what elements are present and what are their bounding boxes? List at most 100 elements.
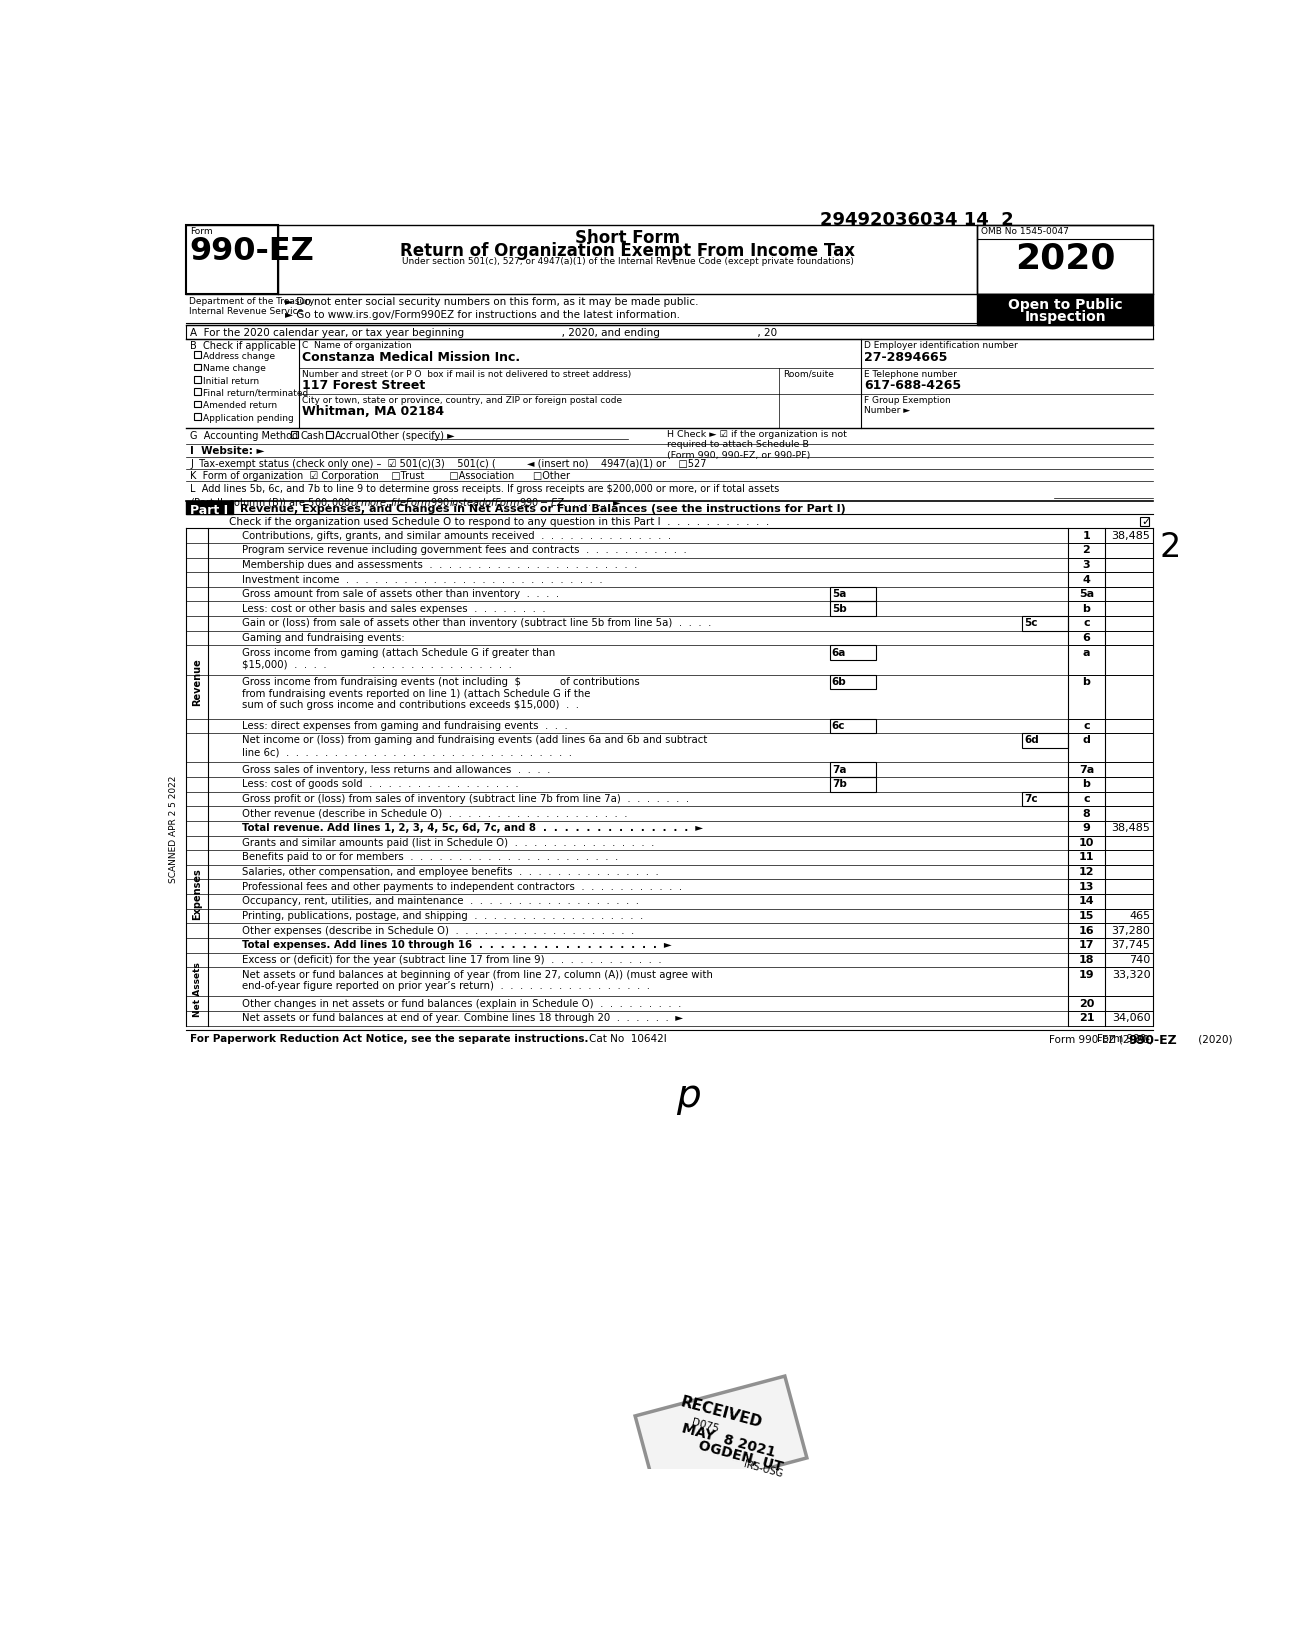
Text: 21: 21 xyxy=(1078,1013,1094,1023)
Text: c: c xyxy=(1084,619,1090,629)
Text: Form: Form xyxy=(190,228,213,236)
Text: MAY  8 2021: MAY 8 2021 xyxy=(681,1422,777,1460)
Bar xyxy=(1104,924,1154,937)
Bar xyxy=(1104,645,1154,675)
Text: Whitman, MA 02184: Whitman, MA 02184 xyxy=(303,406,445,417)
Bar xyxy=(1068,587,1104,602)
Bar xyxy=(1104,894,1154,909)
Bar xyxy=(1068,952,1104,967)
Text: Gross income from gaming (attach Schedule G if greater than
$15,000)  .  .  .  .: Gross income from gaming (attach Schedul… xyxy=(243,648,556,670)
Bar xyxy=(186,325,1154,338)
Text: H Check ► ☑ if the organization is not
required to attach Schedule B
(Form 990, : H Check ► ☑ if the organization is not r… xyxy=(666,429,846,460)
Text: Amended return: Amended return xyxy=(203,401,278,411)
Text: 29492036034 14  2: 29492036034 14 2 xyxy=(820,211,1013,229)
Bar xyxy=(194,401,201,408)
Text: Initial return: Initial return xyxy=(203,376,259,386)
Text: Revenue, Expenses, and Changes in Net Assets or Fund Balances (see the instructi: Revenue, Expenses, and Changes in Net As… xyxy=(240,503,846,513)
Bar xyxy=(1068,909,1104,924)
Bar xyxy=(1104,865,1154,879)
Text: 38,485: 38,485 xyxy=(1111,531,1150,541)
Text: 990-EZ: 990-EZ xyxy=(189,236,314,267)
Text: Application pending: Application pending xyxy=(203,414,293,422)
Text: Membership dues and assessments  .  .  .  .  .  .  .  .  .  .  .  .  .  .  .  . : Membership dues and assessments . . . . … xyxy=(243,559,638,569)
Text: Check if the organization used Schedule O to respond to any question in this Par: Check if the organization used Schedule … xyxy=(230,516,769,526)
Text: 7a: 7a xyxy=(832,764,846,776)
Text: Less: cost of goods sold  .  .  .  .  .  .  .  .  .  .  .  .  .  .  .  .: Less: cost of goods sold . . . . . . . .… xyxy=(243,779,519,789)
Text: b: b xyxy=(1082,604,1090,614)
Text: Name change: Name change xyxy=(203,365,266,373)
Bar xyxy=(194,388,201,394)
Text: Other (specify) ►: Other (specify) ► xyxy=(370,431,454,441)
Text: F Group Exemption
Number ►: F Group Exemption Number ► xyxy=(865,396,951,416)
Text: 17: 17 xyxy=(1078,940,1094,950)
Bar xyxy=(1104,997,1154,1011)
Bar xyxy=(1068,528,1104,543)
Text: Return of Organization Exempt From Income Tax: Return of Organization Exempt From Incom… xyxy=(400,243,855,261)
Bar xyxy=(1022,792,1068,807)
Text: Program service revenue including government fees and contracts  .  .  .  .  .  : Program service revenue including govern… xyxy=(243,544,687,556)
Text: Gross profit or (loss) from sales of inventory (subtract line 7b from line 7a)  : Gross profit or (loss) from sales of inv… xyxy=(243,794,690,804)
Text: Gross income from fundraising events (not including  $            of contributio: Gross income from fundraising events (no… xyxy=(243,676,640,710)
Text: 15: 15 xyxy=(1078,911,1094,921)
Bar xyxy=(1068,924,1104,937)
Text: Other changes in net assets or fund balances (explain in Schedule O)  .  .  .  .: Other changes in net assets or fund bala… xyxy=(243,998,682,1008)
Text: 11: 11 xyxy=(1078,853,1094,863)
Text: Less: direct expenses from gaming and fundraising events  .  .  .: Less: direct expenses from gaming and fu… xyxy=(243,721,567,731)
Text: ✓: ✓ xyxy=(1141,516,1150,526)
Text: 9: 9 xyxy=(1082,823,1090,833)
Bar xyxy=(1022,733,1068,747)
Bar xyxy=(1068,573,1104,587)
Bar xyxy=(1104,937,1154,952)
Bar xyxy=(1068,967,1104,997)
Text: 1: 1 xyxy=(1082,531,1090,541)
Text: 6d: 6d xyxy=(1024,736,1039,746)
Text: 19: 19 xyxy=(1078,970,1094,980)
Bar xyxy=(1104,792,1154,807)
Bar xyxy=(1104,807,1154,822)
Bar xyxy=(1068,937,1104,952)
Text: J  Tax-exempt status (check only one) –  ☑ 501(c)(3)    501(c) (          ◄ (ins: J Tax-exempt status (check only one) – ☑… xyxy=(190,459,707,469)
Text: City or town, state or province, country, and ZIP or foreign postal code: City or town, state or province, country… xyxy=(303,396,622,404)
Text: 7a: 7a xyxy=(1078,764,1094,776)
Text: 2: 2 xyxy=(1082,544,1090,556)
Text: Investment income  .  .  .  .  .  .  .  .  .  .  .  .  .  .  .  .  .  .  .  .  .: Investment income . . . . . . . . . . . … xyxy=(243,574,602,584)
Text: 5a: 5a xyxy=(1078,589,1094,599)
Text: 5a: 5a xyxy=(832,589,846,599)
Bar xyxy=(1104,835,1154,850)
Text: 4: 4 xyxy=(1082,574,1090,584)
Text: Expenses: Expenses xyxy=(192,868,202,921)
Text: c: c xyxy=(1084,721,1090,731)
Text: Excess or (deficit) for the year (subtract line 17 from line 9)  .  .  .  .  .  : Excess or (deficit) for the year (subtra… xyxy=(243,955,661,965)
Text: Gross amount from sale of assets other than inventory  .  .  .  .: Gross amount from sale of assets other t… xyxy=(243,589,559,599)
Text: 2020: 2020 xyxy=(1015,243,1115,276)
Bar xyxy=(1068,762,1104,777)
Text: Inspection: Inspection xyxy=(1024,310,1106,323)
Bar xyxy=(194,363,201,371)
Bar xyxy=(829,587,876,602)
Bar xyxy=(1068,894,1104,909)
Text: 14: 14 xyxy=(1078,896,1094,906)
Text: I  Website: ►: I Website: ► xyxy=(190,446,265,455)
Text: C  Name of organization: C Name of organization xyxy=(303,342,412,350)
Bar xyxy=(829,762,876,777)
Text: 8: 8 xyxy=(1082,808,1090,818)
Text: Accrual: Accrual xyxy=(335,431,372,441)
Text: B  Check if applicable: B Check if applicable xyxy=(190,342,296,351)
Text: c: c xyxy=(1084,794,1090,804)
Text: 34,060: 34,060 xyxy=(1112,1013,1150,1023)
Bar xyxy=(1104,850,1154,865)
Text: 117 Forest Street: 117 Forest Street xyxy=(303,380,425,393)
Text: 27-2894665: 27-2894665 xyxy=(865,351,948,365)
Bar xyxy=(1068,1011,1104,1026)
Text: d: d xyxy=(1082,736,1090,746)
Bar xyxy=(1140,516,1149,526)
Text: (2020): (2020) xyxy=(1194,1035,1232,1044)
Text: ► Do not enter social security numbers on this form, as it may be made public.: ► Do not enter social security numbers o… xyxy=(286,297,699,307)
Text: Form 990-: Form 990- xyxy=(1097,1035,1150,1044)
Text: Gain or (loss) from sale of assets other than inventory (subtract line 5b from l: Gain or (loss) from sale of assets other… xyxy=(243,619,712,629)
Bar xyxy=(829,777,876,792)
Text: 6a: 6a xyxy=(832,648,846,658)
Text: Other expenses (describe in Schedule O)  .  .  .  .  .  .  .  .  .  .  .  .  .  : Other expenses (describe in Schedule O) … xyxy=(243,926,634,936)
Bar xyxy=(1068,602,1104,615)
Bar xyxy=(1104,733,1154,762)
